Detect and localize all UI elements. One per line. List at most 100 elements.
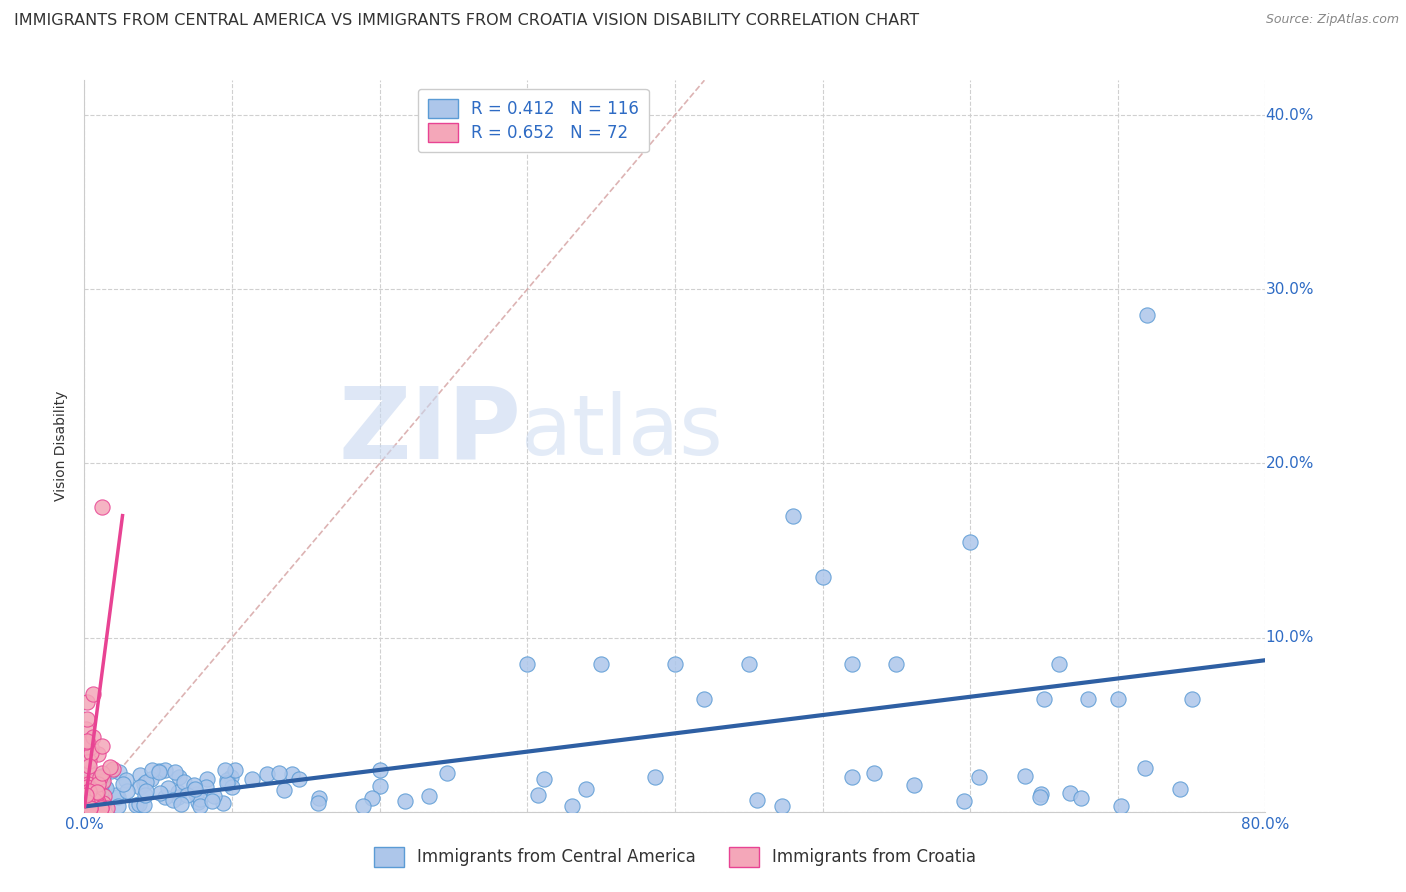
Point (221, 780, 243, 794)
Point (76, 785, 98, 799)
Point (156, 780, 179, 795)
Point (90, 801, 112, 815)
Point (738, 657, 761, 671)
Point (98, 760, 121, 774)
Point (75, 801, 97, 815)
Point (195, 780, 218, 795)
Point (644, 771, 666, 785)
Point (782, 508, 804, 523)
Point (77, 798, 100, 813)
Point (745, 793, 768, 807)
Point (76, 780, 98, 795)
Point (115, 772, 138, 787)
Point (418, 789, 440, 804)
Point (87, 781, 110, 796)
Point (561, 798, 583, 813)
Point (129, 768, 152, 782)
Point (83, 793, 105, 807)
Point (75, 789, 97, 804)
Point (79, 801, 101, 815)
Point (84, 783, 107, 797)
Point (195, 772, 218, 786)
Text: 20.0%: 20.0% (1265, 456, 1313, 471)
Point (1014, 769, 1036, 783)
Point (201, 794, 224, 808)
Point (1032, 691, 1054, 706)
Point (77, 785, 100, 799)
Point (217, 773, 239, 788)
Point (1029, 789, 1052, 804)
Point (202, 789, 225, 804)
Point (86, 777, 108, 791)
Point (287, 772, 309, 786)
Point (307, 796, 329, 810)
Point (153, 789, 176, 804)
Point (267, 766, 290, 780)
Point (77, 774, 100, 789)
Point (107, 798, 129, 813)
Point (149, 785, 172, 799)
Point (75, 739, 97, 754)
Point (214, 763, 236, 777)
Point (91, 774, 114, 789)
Point (76, 780, 98, 794)
Point (1133, 761, 1156, 775)
Point (134, 789, 156, 803)
Point (76, 734, 98, 748)
Point (77, 784, 100, 798)
Point (280, 766, 302, 780)
Point (77, 754, 100, 768)
Point (90, 783, 112, 797)
Point (75, 722, 97, 736)
Point (75, 797, 97, 811)
Point (188, 798, 211, 813)
Point (76, 796, 98, 810)
Point (148, 764, 170, 779)
Point (79, 796, 101, 810)
Point (77, 764, 100, 779)
Point (863, 765, 886, 780)
Point (134, 777, 156, 791)
Point (1107, 691, 1129, 706)
Text: 30.0%: 30.0% (1265, 282, 1313, 297)
Point (82, 687, 104, 701)
Point (91, 500, 114, 514)
Point (886, 657, 908, 671)
Point (1047, 657, 1070, 671)
Point (135, 783, 157, 797)
Point (84, 793, 107, 807)
Point (77, 801, 100, 815)
Point (75, 794, 97, 808)
Point (516, 657, 538, 671)
Point (86, 795, 108, 809)
Point (111, 777, 134, 791)
Point (96, 801, 118, 815)
Point (139, 772, 162, 787)
Point (167, 789, 190, 804)
Point (128, 797, 150, 811)
Point (148, 764, 170, 779)
Point (80, 797, 103, 812)
Point (167, 785, 190, 799)
Point (80, 801, 103, 815)
Point (173, 775, 195, 789)
Point (80, 740, 103, 755)
Point (89, 770, 111, 784)
Point (77, 759, 100, 773)
Point (107, 790, 129, 805)
Point (186, 787, 208, 801)
Point (368, 779, 391, 793)
Point (841, 657, 863, 671)
Point (1109, 798, 1132, 813)
Legend: Immigrants from Central America, Immigrants from Croatia: Immigrants from Central America, Immigra… (364, 838, 986, 877)
Point (183, 778, 205, 792)
Point (533, 772, 555, 787)
Point (90, 776, 112, 790)
Point (91, 769, 114, 783)
Text: 40.0%: 40.0% (1265, 108, 1313, 122)
Point (82, 730, 104, 744)
Point (903, 778, 925, 792)
Point (370, 763, 392, 777)
Point (108, 765, 131, 780)
Point (96, 780, 118, 795)
